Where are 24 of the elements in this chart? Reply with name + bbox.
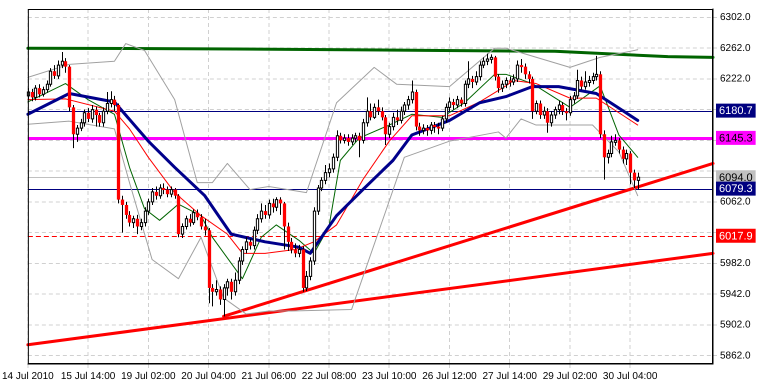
ref-line-label: 6079.3 [719,183,753,196]
x-tick-label: 23 Jul 10:00 [362,370,417,382]
ref-line-label: 6145.3 [719,132,753,144]
x-tick-label: 30 Jul 04:00 [602,370,658,382]
y-tick-label: 6302.0 [720,12,752,24]
ref-line-label: 6017.9 [719,230,753,242]
x-tick-label: 21 Jul 06:00 [242,370,296,382]
y-tick-label: 6222.0 [720,74,752,85]
x-tick-label: 15 Jul 14:00 [60,370,116,382]
x-tick-label: 20 Jul 04:00 [181,370,236,382]
y-tick-label: 5982.0 [720,258,752,270]
ref-line-label: 6180.7 [719,105,753,118]
y-tick-label: 5902.0 [720,320,752,331]
y-tick-label: 5862.0 [720,350,752,362]
x-tick-label: 27 Jul 14:00 [482,370,538,382]
y-tick-label: 6062.0 [720,196,752,208]
y-tick-label: 5942.0 [720,288,752,300]
y-tick-label: 6262.0 [720,42,752,54]
ref-line-label: 6094.0 [719,172,753,184]
x-tick-label: 29 Jul 02:00 [542,370,598,382]
x-tick-label: 14 Jul 2010 [2,370,54,382]
x-tick-label: 26 Jul 12:00 [422,370,478,382]
x-tick-label: 19 Jul 02:00 [121,370,176,382]
x-tick-label: 22 Jul 08:00 [302,370,357,382]
